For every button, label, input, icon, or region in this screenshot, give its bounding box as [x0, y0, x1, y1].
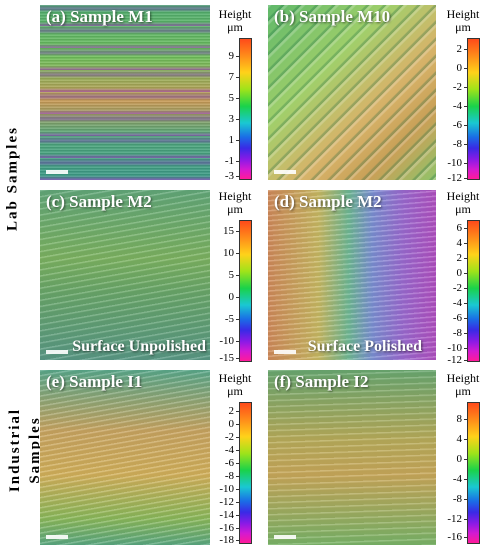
colorbar-tick: -16: [440, 532, 468, 543]
scale-bar: [46, 535, 68, 539]
colorbar-tick: 1: [212, 135, 240, 146]
colorbar-tick: -4: [440, 298, 468, 309]
lab-samples-label: Lab Samples: [4, 126, 21, 231]
industrial-label-line1: Industrial: [7, 407, 23, 493]
colorbar-gradient: [239, 402, 252, 544]
colorbar-tick: -10: [212, 336, 240, 347]
colorbar-gradient: [239, 38, 252, 180]
colorbar-header: Height μm: [446, 7, 480, 34]
colorbar-tick: 7: [212, 72, 240, 83]
colorbar-tick: 15: [212, 226, 240, 237]
colorbar-tick: 4: [440, 434, 468, 445]
scale-bar: [46, 170, 68, 174]
colorbar-header: Height μm: [446, 189, 480, 216]
colorbar-tick: -12: [440, 514, 468, 525]
scale-bar: [274, 535, 296, 539]
panel-title: (e) Sample I1: [46, 372, 143, 391]
colorbar-tick: -5: [212, 314, 240, 325]
colorbar-tick: -6: [440, 120, 468, 131]
micrograph-panel-f: (f) Sample I2: [268, 370, 436, 545]
panel-caption: Surface Unpolished: [72, 338, 206, 355]
micrograph-panel-b: (b) Sample M10: [268, 5, 436, 180]
panel-title: (a) Sample M1: [46, 7, 153, 26]
colorbar-tick: -6: [212, 458, 240, 469]
colorbar-tick: -3: [212, 171, 240, 182]
colorbar-tick: -8: [440, 328, 468, 339]
colorbar-tick: -12: [212, 497, 240, 508]
colorbar-tick: 0: [440, 454, 468, 465]
colorbar-tick: -4: [440, 474, 468, 485]
panel-title: (d) Sample M2: [274, 192, 382, 211]
colorbar-tick: 9: [212, 51, 240, 62]
colorbar-tick: 10: [212, 248, 240, 259]
colorbar-tick: -14: [212, 510, 240, 521]
colorbar-c: Height μm 15 10 5 0 -5 -10 -15: [212, 189, 260, 364]
colorbar-tick: 0: [440, 63, 468, 74]
colorbar-tick: -15: [212, 353, 240, 364]
colorbar-tick: 0: [212, 419, 240, 430]
micrograph-panel-a: (a) Sample M1: [40, 5, 210, 180]
colorbar-tick: -10: [212, 484, 240, 495]
colorbar-tick: -18: [212, 535, 240, 546]
colorbar-tick: 2: [212, 406, 240, 417]
micrograph-panel-e: (e) Sample I1: [40, 370, 210, 545]
scale-bar: [274, 350, 296, 354]
colorbar-tick: 3: [212, 114, 240, 125]
panel-title: (b) Sample M10: [274, 7, 391, 26]
colorbar-tick: -10: [440, 343, 468, 354]
colorbar-gradient: [467, 220, 480, 362]
colorbar-tick: -16: [212, 523, 240, 534]
colorbar-tick: 2: [440, 44, 468, 55]
colorbar-tick: -4: [212, 445, 240, 456]
colorbar-d: Height μm 6 4 2 0 -2 -4 -6 -8 -10 -12: [440, 189, 488, 366]
panel-title: (c) Sample M2: [46, 192, 152, 211]
colorbar-gradient: [239, 220, 252, 362]
colorbar-header: Height μm: [218, 189, 252, 216]
panel-title: (f) Sample I2: [274, 372, 369, 391]
colorbar-tick: -12: [440, 173, 468, 184]
colorbar-a: Height μm 9 7 5 3 1 -1 -3: [212, 7, 260, 182]
colorbar-header: Height μm: [218, 371, 252, 398]
colorbar-gradient: [467, 402, 480, 544]
colorbar-tick: 0: [440, 268, 468, 279]
colorbar-tick: -2: [440, 82, 468, 93]
scale-bar: [46, 350, 68, 354]
colorbar-tick: -12: [440, 355, 468, 366]
colorbar-tick: -10: [440, 158, 468, 169]
colorbar-tick: -8: [440, 494, 468, 505]
industrial-samples-label: Industrial Samples: [5, 387, 45, 513]
colorbar-b: Height μm 2 0 -2 -4 -6 -8 -10 -12: [440, 7, 488, 184]
micrograph-panel-c: (c) Sample M2 Surface Unpolished: [40, 190, 210, 360]
colorbar-tick: 5: [212, 93, 240, 104]
colorbar-tick: -8: [440, 139, 468, 150]
colorbar-tick: 0: [212, 292, 240, 303]
colorbar-tick: -6: [440, 313, 468, 324]
colorbar-tick: -2: [212, 432, 240, 443]
colorbar-tick: 8: [440, 414, 468, 425]
colorbar-tick: 4: [440, 238, 468, 249]
colorbar-header: Height μm: [446, 371, 480, 398]
colorbar-f: Height μm 8 4 0 -4 -8 -12 -16: [443, 372, 488, 544]
colorbar-tick: 2: [440, 253, 468, 264]
panel-caption: Surface Polished: [307, 338, 422, 355]
colorbar-tick: -8: [212, 471, 240, 482]
scale-bar: [274, 170, 296, 174]
colorbar-tick: 6: [440, 223, 468, 234]
colorbar-tick: -4: [440, 101, 468, 112]
colorbar-tick: -2: [440, 283, 468, 294]
micrograph-panel-d: (d) Sample M2 Surface Polished: [268, 190, 436, 360]
colorbar-tick: 5: [212, 270, 240, 281]
colorbar-gradient: [467, 38, 480, 180]
colorbar-e: Height μm 2 0 -2 -4 -6 -8 -10 -12 -14 -16…: [212, 371, 260, 546]
colorbar-tick: -1: [212, 156, 240, 167]
colorbar-header: Height μm: [218, 7, 252, 34]
